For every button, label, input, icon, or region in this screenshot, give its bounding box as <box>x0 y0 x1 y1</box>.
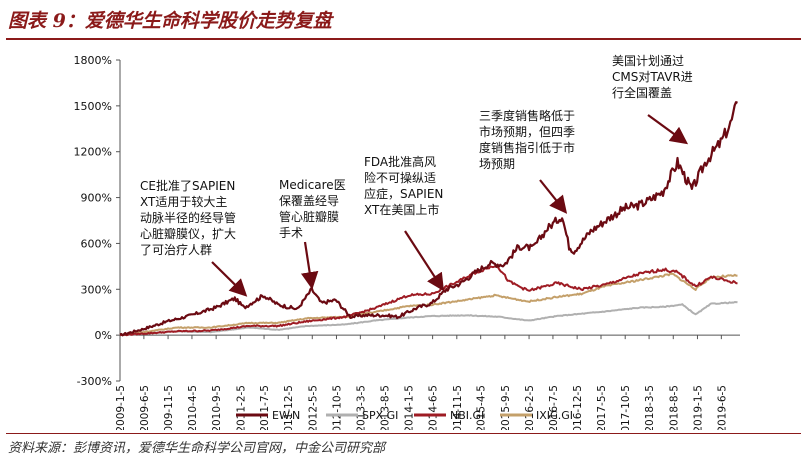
x-tick-label: 2009-1-5 <box>115 385 127 430</box>
annotation-text: Medicare医 <box>279 178 346 192</box>
legend-label: SPX.GI <box>362 409 398 422</box>
x-tick-label: 2015-4-5 <box>476 385 488 430</box>
x-tick-label: 2019-1-5 <box>692 385 704 430</box>
series-line-spx-gi <box>119 301 738 337</box>
y-tick-label: 300% <box>81 283 112 296</box>
y-tick-label: 600% <box>81 237 112 250</box>
y-tick-label: 0% <box>95 329 112 342</box>
y-tick-label: 900% <box>81 192 112 205</box>
x-tick-label: 2011-12-5 <box>283 385 295 430</box>
annotation-text: 保覆盖经导 <box>279 194 339 208</box>
annotation-arrow <box>300 241 319 290</box>
x-tick-label: 2013-3-5 <box>355 385 367 430</box>
stock-price-chart: -300% 0% 300% 600% 900% 1200% 1500% 1800% 2009-1… <box>74 54 740 430</box>
annotation-arrow <box>539 179 568 214</box>
x-tick-label: 2014-6-5 <box>428 385 440 430</box>
annotation-arrow <box>647 114 689 145</box>
chart-legend: EW.N SPX.GI NBI.GI IXIC.GI <box>236 409 573 422</box>
annotation-text: 心脏瓣膜仪，扩大 <box>140 226 236 241</box>
annotation-text: XT在美国上市 <box>364 202 439 217</box>
annotation-text: 度销售指引低于市 <box>479 140 575 155</box>
x-tick-label: 2018-3-5 <box>644 385 656 430</box>
series-line-nbi-gi <box>119 265 738 337</box>
chart-axes: -300% 0% 300% 600% 900% 1200% 1500% 1800% 2009-1… <box>74 54 740 430</box>
annotation-text: 行全国覆盖 <box>612 85 672 100</box>
figure-title: 图表 9：爱德华生命科学股价走势复盘 <box>8 10 332 32</box>
annotation-layer: CE批准了SAPIENXT适用于较大主动脉半径的经导管心脏瓣膜仪，扩大了可治疗人… <box>140 54 693 297</box>
annotation-text: 手术 <box>279 226 303 240</box>
source-divider <box>6 433 801 434</box>
annotation-text: 了可治疗人群 <box>140 243 212 257</box>
series-layer <box>119 101 738 337</box>
legend-label: EW.N <box>272 409 300 422</box>
x-tick-label: 2017-5-5 <box>596 385 608 430</box>
x-tick-label: 2011-7-5 <box>259 385 271 430</box>
x-tick-label: 2015-9-5 <box>500 385 512 430</box>
annotation-text: XT适用于较大主 <box>140 194 227 209</box>
annotation-text: CE批准了SAPIEN <box>140 178 235 193</box>
x-tick-label: 2012-5-5 <box>307 385 319 430</box>
annotation-text: 动脉半径的经导管 <box>140 210 236 225</box>
x-tick-label: 2010-4-5 <box>187 385 199 430</box>
annotation-arrow <box>404 230 445 292</box>
annotation-text: 应症，SAPIEN <box>364 186 443 201</box>
annotation-text: 三季度销售略低于 <box>479 108 575 123</box>
x-tick-label: 2009-6-5 <box>139 385 151 430</box>
x-tick-label: 2018-8-5 <box>668 385 680 430</box>
x-tick-label: 2016-12-5 <box>572 385 584 430</box>
x-tick-label: 2012-10-5 <box>331 385 343 430</box>
legend-label: NBI.GI <box>450 409 484 422</box>
x-tick-label: 2019-6-5 <box>716 385 728 430</box>
annotation-text: 美国计划通过 <box>612 54 684 68</box>
x-tick-label: 2014-11-5 <box>452 385 464 430</box>
x-tick-label: 2009-11-5 <box>163 385 175 430</box>
annotation-text: 管心脏瓣膜 <box>279 209 339 224</box>
y-tick-label: -300% <box>77 375 112 388</box>
y-tick-label: 1200% <box>74 146 112 159</box>
y-tick-label: 1500% <box>74 100 112 113</box>
x-tick-label: 2016-7-5 <box>548 385 560 430</box>
annotation-arrow <box>211 261 248 297</box>
y-tick-label: 1800% <box>74 54 112 67</box>
annotation-text: CMS对TAVR进 <box>612 70 693 84</box>
x-tick-label: 2013-8-5 <box>380 385 392 430</box>
x-tick-label: 2017-10-5 <box>620 385 632 430</box>
series-line-ew-n <box>119 101 738 337</box>
annotation-text: FDA批准高风 <box>364 154 436 169</box>
title-divider <box>6 38 801 40</box>
annotation-text: 险不可操纵适 <box>364 170 436 185</box>
legend-label: IXIC.GI <box>536 409 573 422</box>
annotation-text: 市场预期，但四季 <box>479 124 575 139</box>
x-tick-label: 2014-1-5 <box>404 385 416 430</box>
x-tick-label: 2016-2-5 <box>524 385 536 430</box>
x-tick-label: 2010-9-5 <box>211 385 223 430</box>
annotation-text: 场预期 <box>479 157 515 171</box>
x-tick-label: 2011-2-5 <box>235 385 247 430</box>
source-note: 资料来源：彭博资讯，爱德华生命科学公司官网，中金公司研究部 <box>8 441 386 456</box>
